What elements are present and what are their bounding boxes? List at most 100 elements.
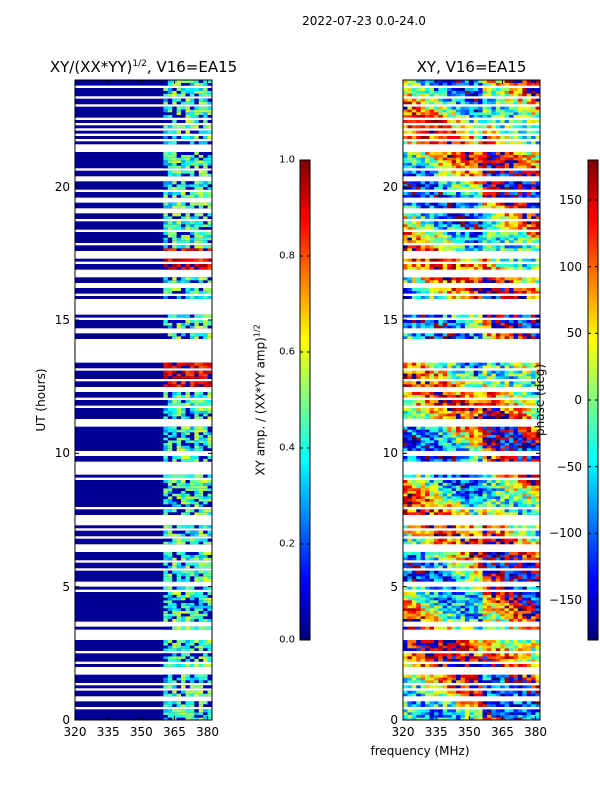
heatmap-cell xyxy=(75,674,212,678)
heatmap-cell xyxy=(198,610,204,614)
heatmap-cell xyxy=(473,608,479,611)
heatmap-cell xyxy=(433,541,439,545)
heatmap-cell xyxy=(433,557,439,561)
heatmap-cell xyxy=(75,384,212,387)
heatmap-cell xyxy=(425,613,430,617)
heatmap-cell xyxy=(500,626,505,630)
heatmap-cell xyxy=(411,570,417,574)
heatmap-cell xyxy=(442,498,448,502)
heatmap-cell xyxy=(75,333,212,337)
heatmap-cell xyxy=(425,509,430,513)
heatmap-cell xyxy=(438,658,444,662)
heatmap-cell xyxy=(517,448,523,451)
heatmap-cell xyxy=(167,608,173,611)
heatmap-cell xyxy=(189,181,195,185)
heatmap-cell xyxy=(526,277,532,281)
heatmap-cell xyxy=(407,562,413,566)
heatmap-cell xyxy=(442,626,448,630)
heatmap-cell xyxy=(495,677,501,681)
heatmap-cell xyxy=(172,237,177,241)
heatmap-cell xyxy=(522,680,528,683)
heatmap-cell xyxy=(176,658,182,662)
heatmap-cell xyxy=(407,704,413,707)
heatmap-cell xyxy=(438,333,444,337)
heatmap-cell xyxy=(185,101,191,105)
heatmap-cell xyxy=(460,320,466,323)
heatmap-cell xyxy=(456,704,461,707)
heatmap-cell xyxy=(167,618,173,622)
heatmap-cell xyxy=(181,288,186,291)
heatmap-cell xyxy=(456,541,461,545)
heatmap-cell xyxy=(500,365,505,369)
heatmap-cell xyxy=(403,653,408,657)
heatmap-cell xyxy=(75,642,212,646)
heatmap-cell xyxy=(473,437,479,441)
heatmap-cell xyxy=(491,290,497,294)
heatmap-cell xyxy=(172,120,177,123)
heatmap-cell xyxy=(163,280,169,283)
heatmap-cell xyxy=(469,610,475,614)
heatmap-cell xyxy=(194,224,200,227)
heatmap-cell xyxy=(451,680,457,683)
heatmap-cell xyxy=(189,448,195,451)
heatmap-cell xyxy=(451,701,457,705)
heatmap-cell xyxy=(198,376,204,379)
heatmap-cell xyxy=(464,394,470,398)
heatmap-cell xyxy=(172,616,177,619)
heatmap-cell xyxy=(433,373,439,377)
heatmap-cell xyxy=(526,712,532,715)
heatmap-cell xyxy=(203,248,208,251)
heatmap-cell xyxy=(473,456,479,459)
heatmap-cell xyxy=(207,280,213,283)
heatmap-cell xyxy=(482,482,488,486)
heatmap-cell xyxy=(526,557,532,561)
heatmap-cell xyxy=(513,480,519,483)
heatmap-cell xyxy=(189,402,195,406)
heatmap-cell xyxy=(172,160,177,163)
heatmap-cell xyxy=(403,240,408,243)
heatmap-cell xyxy=(181,680,186,683)
heatmap-cell xyxy=(469,509,475,513)
heatmap-cell xyxy=(194,642,200,646)
heatmap-cell xyxy=(429,280,435,283)
heatmap-cell xyxy=(535,608,541,611)
heatmap-cell xyxy=(522,538,528,542)
heatmap-cell xyxy=(172,554,177,558)
heatmap-cell xyxy=(456,400,461,403)
heatmap-cell xyxy=(451,442,457,446)
heatmap-cell xyxy=(176,213,182,217)
heatmap-cell xyxy=(478,554,483,558)
heatmap-cell xyxy=(469,322,475,326)
heatmap-cell xyxy=(425,565,430,569)
heatmap-cell xyxy=(185,653,191,657)
heatmap-cell xyxy=(416,512,421,515)
heatmap-cell xyxy=(526,602,532,606)
heatmap-cell xyxy=(482,592,488,595)
heatmap-cell xyxy=(75,370,212,374)
heatmap-cell xyxy=(172,594,177,598)
heatmap-cell xyxy=(513,541,519,545)
heatmap-cell xyxy=(75,552,212,555)
heatmap-cell xyxy=(447,400,452,403)
heatmap-cell xyxy=(526,690,532,694)
heatmap-cell xyxy=(526,408,532,411)
heatmap-cell xyxy=(513,474,519,478)
heatmap-cell xyxy=(420,602,426,606)
heatmap-cell xyxy=(189,541,195,545)
heatmap-cell xyxy=(185,493,191,497)
heatmap-cell xyxy=(207,565,213,569)
heatmap-cell xyxy=(451,664,457,667)
heatmap-cell xyxy=(207,656,213,659)
heatmap-cell xyxy=(486,392,492,395)
heatmap-cell xyxy=(491,408,497,411)
heatmap-cell xyxy=(447,693,452,697)
heatmap-cell xyxy=(181,186,186,190)
heatmap-cell xyxy=(198,448,204,451)
heatmap-cell xyxy=(189,125,195,129)
heatmap-cell xyxy=(482,416,488,419)
heatmap-cell xyxy=(486,626,492,630)
heatmap-cell xyxy=(181,226,186,230)
heatmap-cell xyxy=(456,677,461,681)
heatmap-cell xyxy=(504,658,510,662)
heatmap-cell xyxy=(464,325,470,329)
